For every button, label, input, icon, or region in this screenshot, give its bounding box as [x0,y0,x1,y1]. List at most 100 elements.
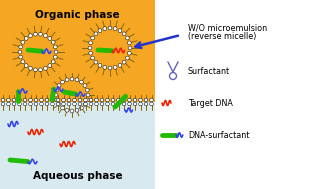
Circle shape [18,98,21,102]
Circle shape [19,45,23,49]
Circle shape [95,102,98,106]
Circle shape [53,55,57,59]
Circle shape [18,50,22,54]
Circle shape [56,98,60,102]
Circle shape [128,98,131,102]
Circle shape [126,36,129,40]
Circle shape [84,98,87,102]
Circle shape [51,40,55,44]
Circle shape [95,98,98,102]
Circle shape [45,98,49,102]
Circle shape [133,102,137,106]
Circle shape [45,102,49,106]
Circle shape [7,98,10,102]
Circle shape [21,60,25,64]
Circle shape [34,32,37,36]
Circle shape [117,102,120,106]
Circle shape [34,68,37,72]
Circle shape [70,109,74,113]
Circle shape [122,60,126,64]
Circle shape [127,41,131,45]
Circle shape [23,102,27,106]
Circle shape [51,98,54,102]
Circle shape [40,98,43,102]
Circle shape [122,102,126,106]
Circle shape [103,27,107,31]
Circle shape [89,41,93,45]
Circle shape [139,102,142,106]
Circle shape [144,98,148,102]
Circle shape [170,73,177,80]
Circle shape [34,98,38,102]
Circle shape [80,106,83,110]
Circle shape [62,98,65,102]
Circle shape [23,98,27,102]
Circle shape [144,102,148,106]
Circle shape [24,36,28,40]
Circle shape [18,102,21,106]
Circle shape [75,108,79,112]
Circle shape [86,93,90,97]
Text: DNA-surfactant: DNA-surfactant [188,130,249,139]
Circle shape [122,32,126,36]
Circle shape [67,98,71,102]
Circle shape [122,98,126,102]
Text: W/O microemulsion: W/O microemulsion [188,23,267,33]
Text: Aqueous phase: Aqueous phase [33,171,122,181]
Circle shape [118,29,122,33]
Circle shape [62,102,65,106]
Circle shape [150,102,153,106]
Circle shape [91,36,94,40]
Circle shape [89,51,93,55]
Circle shape [1,98,5,102]
Circle shape [70,77,74,81]
Circle shape [84,102,87,106]
Bar [0,102,155,189]
Circle shape [61,80,64,84]
Circle shape [21,40,25,44]
Circle shape [12,102,16,106]
Circle shape [12,98,16,102]
Circle shape [51,102,54,106]
Circle shape [133,98,137,102]
Circle shape [51,60,55,64]
Circle shape [40,102,43,106]
Circle shape [88,46,92,50]
Circle shape [98,64,102,67]
Circle shape [73,98,76,102]
Circle shape [29,34,32,38]
Circle shape [57,102,61,106]
Circle shape [56,102,60,106]
Circle shape [48,64,52,67]
Circle shape [39,68,42,72]
Circle shape [91,56,94,60]
Circle shape [43,34,47,38]
Circle shape [100,98,104,102]
Circle shape [73,102,76,106]
Circle shape [1,102,5,106]
Circle shape [89,102,93,106]
Circle shape [43,67,47,70]
Circle shape [78,98,82,102]
Circle shape [75,78,79,82]
Circle shape [65,78,69,82]
Text: (reverse micelle): (reverse micelle) [188,33,256,42]
Circle shape [128,46,132,50]
Circle shape [111,98,115,102]
Circle shape [29,102,32,106]
Circle shape [65,108,69,112]
Circle shape [57,84,61,88]
Circle shape [150,98,153,102]
Circle shape [55,88,59,92]
Circle shape [29,98,32,102]
Circle shape [19,55,23,59]
Circle shape [54,93,58,97]
Circle shape [89,98,93,102]
Bar [0,0,155,102]
Circle shape [113,65,117,69]
Circle shape [48,36,52,40]
Text: Organic phase: Organic phase [35,10,120,20]
Circle shape [85,98,89,102]
Circle shape [94,60,98,64]
Circle shape [67,102,71,106]
